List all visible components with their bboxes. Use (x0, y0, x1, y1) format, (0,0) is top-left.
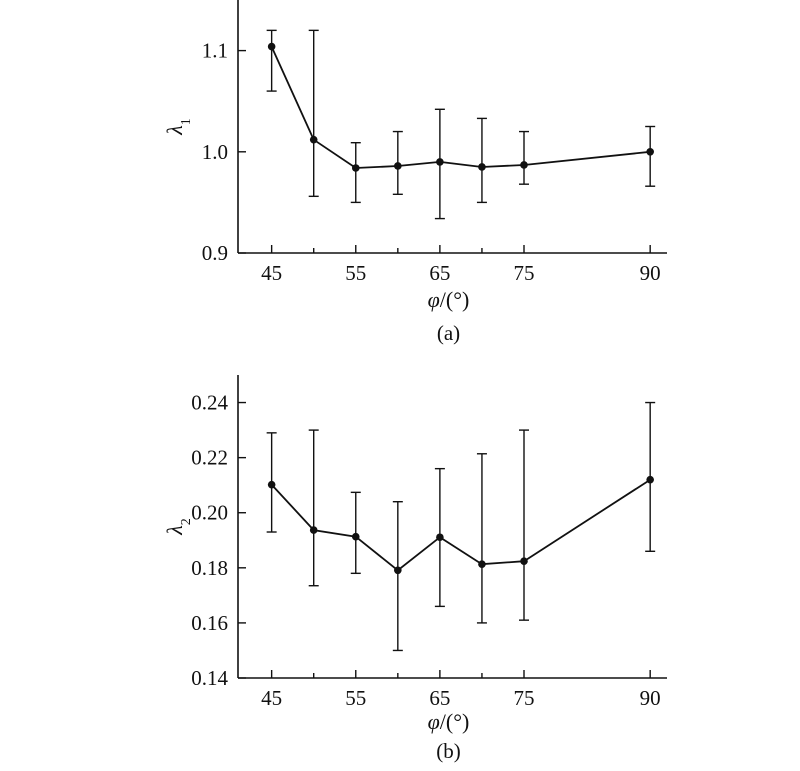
panel-b: λ2 φ/(°) (b) 0.14 0.16 0.18 0.20 0.22 0.24 45 5… (162, 375, 667, 763)
data-point-b (520, 557, 528, 566)
data-point-a (520, 161, 528, 169)
x-tick-label-b: 75 (514, 686, 535, 710)
x-axis-title-a: φ/(°) (428, 287, 470, 312)
y-tick-label-b: 0.20 (191, 501, 228, 525)
data-point-a (478, 163, 486, 171)
y-tick-label-b: 0.14 (191, 666, 228, 690)
data-point-a (436, 158, 444, 166)
y-tick-label-a: 1.0 (202, 140, 228, 164)
y-tick-label-b: 0.22 (191, 446, 228, 470)
data-point-a (267, 42, 276, 51)
x-tick-label-a: 45 (261, 261, 282, 285)
x-tick-label-b: 55 (345, 686, 366, 710)
data-point-b (267, 480, 276, 489)
x-axis-title-b: φ/(°) (428, 709, 470, 734)
y-tick-label-b: 0.16 (191, 611, 228, 635)
x-tick-label-b: 90 (640, 686, 661, 710)
y-axis-title-b: λ2 (162, 518, 194, 536)
data-point-b (351, 532, 360, 541)
data-point-b (646, 475, 654, 484)
data-point-a (351, 164, 360, 172)
y-tick-label-b: 0.18 (191, 556, 228, 580)
x-tick-label-a: 65 (429, 261, 450, 285)
caption-a: (a) (437, 321, 460, 345)
data-point-a (646, 148, 654, 156)
series-line-b (270, 478, 651, 572)
y-tick-label-a: 1.1 (202, 39, 228, 63)
data-point-a (394, 162, 402, 170)
y-axis-title-a: λ1 (162, 118, 194, 136)
x-tick-label-b: 65 (429, 686, 450, 710)
data-point-b (436, 533, 444, 542)
y-tick-label-b: 0.24 (191, 391, 228, 415)
x-tick-label-a: 55 (345, 261, 366, 285)
caption-b: (b) (436, 739, 461, 763)
x-tick-label-a: 75 (514, 261, 535, 285)
data-point-a (309, 135, 318, 144)
data-point-b (478, 560, 486, 569)
series-line-a (270, 46, 651, 169)
data-point-b (394, 566, 402, 575)
x-tick-label-b: 45 (261, 686, 282, 710)
data-point-b (309, 526, 318, 534)
panel-a: λ1 φ/(°) (a) 0.9 1.0 1.1 45 55 65 75 90 (162, 0, 667, 345)
x-tick-label-a: 90 (640, 261, 661, 285)
y-tick-label-a: 0.9 (202, 241, 228, 265)
